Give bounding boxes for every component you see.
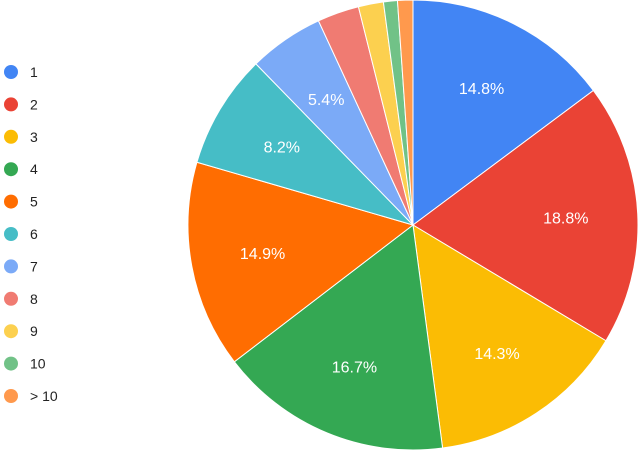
legend-item: 5 [4,194,38,210]
legend-label: > 10 [30,388,58,404]
legend-item: 2 [4,96,38,112]
slice-data-label: 8.2% [264,139,300,156]
legend-label: 3 [30,129,38,145]
slice-data-label: 5.4% [308,92,344,109]
pie-slice-3 [412,224,607,449]
slice-data-label: 14.8% [459,81,504,98]
legend-swatch [4,194,18,209]
legend-item: 9 [4,323,38,339]
legend-swatch [4,162,18,177]
pie-slice-4 [233,224,444,451]
legend-item: 10 [4,356,46,372]
legend-swatch [4,259,18,274]
legend-swatch [4,227,18,241]
legend: 1 2 3 4 5 6 7 8 9 10 > 10 [4,64,58,404]
legend-label: 8 [30,291,38,307]
pie-slice-1 [412,0,595,226]
legend-swatch [4,129,18,144]
pie-slice-2 [412,89,639,342]
pie-slice-6 [196,63,415,227]
legend-swatch [4,291,18,306]
pie-slice-labels: 14.8% 18.8% 14.3% 16.7% 14.9% 8.2% 5.4% [240,81,589,376]
legend-item: 4 [4,161,38,177]
legend-item: 1 [4,64,38,80]
slice-data-label: 14.9% [240,246,285,263]
legend-label: 9 [30,323,38,339]
legend-label: 7 [30,258,38,274]
legend-swatch [4,389,18,403]
legend-swatch [4,324,18,339]
legend-swatch [4,65,18,79]
legend-label: 4 [30,161,38,177]
legend-label: 1 [30,64,38,80]
legend-item: 8 [4,291,38,307]
legend-swatch [4,97,18,112]
pie-slices [187,0,639,451]
legend-label: 6 [30,226,38,242]
legend-label: 2 [30,96,38,112]
legend-item: 6 [4,226,38,242]
pie-slice-11 [396,0,414,226]
legend-item: > 10 [4,388,58,404]
legend-swatch [4,356,18,371]
legend-label: 5 [30,194,38,210]
legend-item: 7 [4,258,38,274]
pie-slice-5 [187,161,415,363]
slice-data-label: 18.8% [543,210,588,227]
slice-data-label: 16.7% [332,359,377,376]
legend-item: 3 [4,129,38,145]
legend-label: 10 [30,356,46,372]
slice-data-label: 14.3% [474,346,519,363]
